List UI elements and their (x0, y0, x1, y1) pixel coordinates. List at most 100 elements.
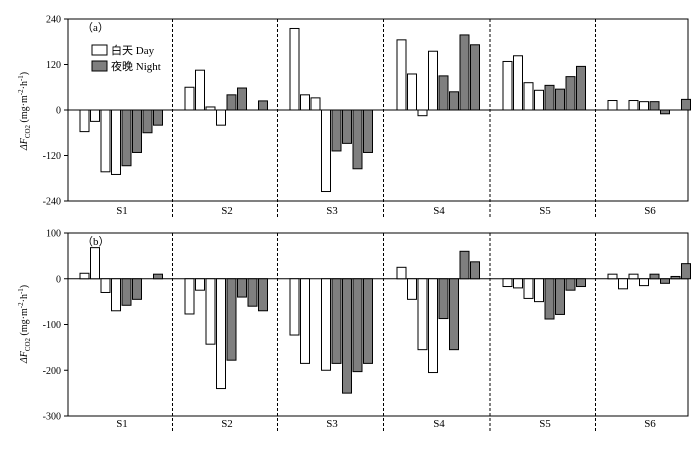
legend: 白天 Day 夜晚 Night (91, 43, 161, 73)
y-axis-title-unit-end: ) (19, 72, 30, 75)
y-tick-label: 0 (56, 106, 61, 117)
bar-night-s6 (660, 109, 670, 115)
bar-night-s1 (142, 109, 153, 134)
bar-day-s6 (628, 100, 639, 111)
bar-night-s4 (449, 278, 459, 351)
bar-day-s3 (321, 278, 331, 371)
bar-night-s3 (342, 109, 352, 144)
bar-night-s1 (153, 109, 163, 126)
bar-night-s6 (649, 273, 660, 280)
bar-night-s3 (331, 109, 342, 152)
bar-day-s5 (534, 89, 544, 111)
bar-day-s2 (216, 278, 226, 390)
bar-night-s5 (565, 76, 576, 111)
bar-night-s4 (438, 278, 449, 320)
bar-night-s2 (247, 278, 258, 307)
bar-day-s1 (79, 109, 90, 133)
bar-night-s6 (660, 278, 670, 284)
y-axis-title-unit: (mg·m (19, 308, 30, 335)
bar-night-s5 (544, 84, 555, 111)
bar-day-s2 (205, 106, 216, 111)
y-axis-title-a: ΔFCO2 (mg·m-2·h-1) (17, 72, 32, 151)
panels: 240 120 0 -120 -240 （a） S1 S2 S3 S4 S5 S6 100 0 -100 -2… (43, 15, 691, 432)
panel-label: （a） (82, 21, 109, 34)
y-axis-title-unit: (mg·m (19, 95, 30, 122)
bar-night-s4 (470, 261, 480, 280)
bar-day-s4 (396, 266, 407, 280)
y-axis-title-unit-mid: ·h (19, 81, 30, 89)
legend-day-swatch (91, 44, 108, 56)
bar-day-s2 (184, 278, 195, 315)
bar-night-s6 (681, 263, 691, 280)
y-axis-title-sup1: -2 (17, 302, 25, 308)
bar-night-s3 (352, 109, 363, 170)
bar-day-s3 (289, 278, 300, 336)
bar-night-s6 (670, 275, 681, 280)
bar-night-s3 (352, 278, 363, 373)
bar-day-s1 (79, 272, 90, 280)
y-axis-title-subscript: CO2 (24, 337, 32, 351)
bar-night-s6 (649, 101, 660, 111)
bar-day-s5 (502, 60, 513, 111)
y-tick-label: 100 (46, 229, 61, 240)
bar-night-s5 (555, 278, 565, 315)
bar-night-s3 (331, 278, 342, 364)
bar-night-s2 (226, 94, 237, 111)
bar-night-s5 (555, 88, 565, 111)
bar-night-s3 (363, 109, 373, 153)
bar-night-s4 (459, 250, 470, 280)
y-tick-label: -240 (43, 197, 61, 208)
y-axis-title-delta-f: ΔF (19, 137, 30, 151)
bar-day-s5 (513, 55, 523, 111)
y-tick-label: 0 (56, 274, 61, 285)
bar-day-s6 (628, 273, 639, 280)
bar-day-s5 (502, 278, 513, 288)
bar-night-s5 (576, 65, 586, 111)
bar-night-s2 (226, 278, 237, 361)
y-axis-title-subscript: CO2 (24, 124, 32, 138)
category-label-s2: S2 (221, 205, 233, 217)
category-label-s3: S3 (326, 205, 338, 217)
bar-night-s4 (459, 34, 470, 111)
chart-panel-a: 240 120 0 -120 -240 （a） S1 S2 S3 S4 S5 S6 (43, 15, 691, 217)
category-label-s6: S6 (644, 205, 656, 217)
bar-day-s1 (90, 109, 100, 122)
bar-day-s1 (100, 109, 111, 173)
bar-day-s3 (289, 27, 300, 111)
y-axis-title-unit-end: ) (19, 285, 30, 288)
bar-day-s1 (111, 109, 121, 175)
bar-day-s4 (417, 109, 428, 117)
legend-day-label: 白天 Day (111, 43, 155, 57)
bar-day-s4 (428, 50, 438, 111)
y-tick-label: 120 (46, 60, 61, 71)
bar-night-s5 (565, 278, 576, 291)
bar-day-s3 (300, 278, 310, 364)
svg-text:ΔFCO2 (mg·m-2·h-1): ΔFCO2 (mg·m-2·h-1) (17, 72, 32, 151)
y-tick-label: -120 (43, 151, 61, 162)
bar-day-s5 (534, 278, 544, 303)
bar-day-s2 (216, 109, 226, 126)
bar-day-s2 (195, 278, 205, 291)
y-tick-label: -300 (43, 412, 61, 423)
bar-day-s1 (90, 247, 100, 280)
bar-day-s4 (417, 278, 428, 351)
legend-night-label: 夜晚 Night (111, 59, 161, 73)
bar-night-s1 (132, 278, 142, 300)
y-axis-title-b: ΔFCO2 (mg·m-2·h-1) (17, 285, 32, 364)
y-tick-label: 240 (46, 15, 61, 26)
y-axis-title-sup2: -1 (17, 75, 25, 81)
bar-day-s1 (100, 278, 111, 293)
bar-day-s1 (111, 278, 121, 312)
bar-night-s6 (681, 98, 691, 111)
bar-day-s5 (523, 82, 534, 111)
bar-night-s1 (121, 109, 132, 167)
bar-day-s2 (195, 69, 205, 111)
y-tick-label: -100 (43, 320, 61, 331)
bar-night-s4 (449, 91, 459, 111)
bar-night-s2 (237, 87, 247, 111)
bar-day-s6 (607, 273, 618, 280)
bar-night-s3 (342, 278, 352, 394)
bar-night-s1 (132, 109, 142, 153)
category-label-s2: S2 (221, 418, 233, 430)
